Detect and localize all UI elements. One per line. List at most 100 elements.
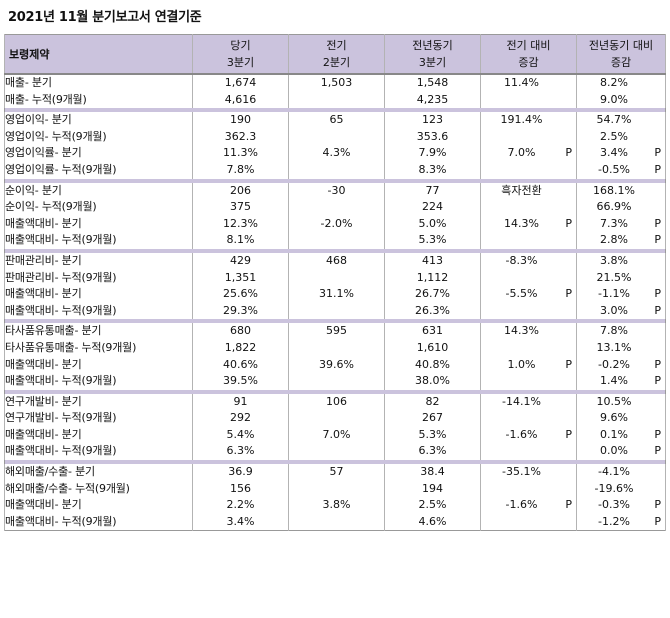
cell-current: 3.4% — [192, 513, 289, 531]
cell-qoq-change: -8.3% — [480, 252, 577, 270]
cell-yoy-change-unit: P — [654, 374, 661, 388]
row-label: 순이익- 누적(9개월) — [4, 199, 193, 216]
header-yoy-change: 전년동기 대비 증감 — [576, 34, 666, 75]
cell-current: 429 — [192, 252, 289, 270]
cell-yoy-change: 0.1% P — [576, 426, 666, 444]
cell-yoy-change-value: -1.2% — [598, 514, 630, 528]
cell-yoy-change-value: 0.1% — [600, 427, 628, 441]
cell-previous — [288, 128, 385, 146]
cell-qoq-change-unit: P — [565, 427, 572, 441]
cell-yoy-change: 3.8% — [576, 252, 666, 270]
cell-qoq-change-value: -35.1% — [502, 465, 541, 479]
group-separator — [4, 108, 666, 113]
cell-yoy-change-value: -4.1% — [598, 465, 630, 479]
cell-prior-year: 77 — [384, 182, 481, 200]
cell-qoq-change: 14.3% — [480, 323, 577, 340]
cell-yoy-change: 168.1% — [576, 182, 666, 200]
cell-current: 680 — [192, 323, 289, 340]
cell-current: 29.3% — [192, 302, 289, 320]
cell-qoq-change-unit: P — [565, 287, 572, 301]
row-label: 매출액대비- 누적(9개월) — [4, 302, 193, 320]
cell-qoq-change-value: 14.3% — [504, 324, 539, 338]
row-label: 연구개발비- 분기 — [4, 393, 193, 411]
row-label: 매출액대비- 분기 — [4, 426, 193, 444]
cell-prior-year: 2.5% — [384, 497, 481, 514]
cell-qoq-change-unit: P — [565, 146, 572, 160]
cell-yoy-change-value: 1.4% — [600, 374, 628, 388]
cell-yoy-change: 21.5% — [576, 269, 666, 287]
cell-qoq-change-value: 191.4% — [500, 113, 543, 127]
cell-yoy-change-value: 3.8% — [600, 253, 628, 267]
cell-yoy-change: 13.1% — [576, 339, 666, 357]
table-row: 매출- 분기 1,674 1,503 1,548 11.4% 8.2% — [4, 74, 666, 92]
cell-qoq-change — [480, 302, 577, 320]
cell-yoy-change: 7.3% P — [576, 215, 666, 233]
cell-current: 2.2% — [192, 497, 289, 514]
cell-current: 1,351 — [192, 269, 289, 287]
group-separator — [4, 248, 666, 253]
cell-qoq-change: -1.6% P — [480, 497, 577, 514]
table-row: 매출액대비- 분기 5.4% 7.0% 5.3% -1.6% P 0.1% P — [4, 426, 666, 444]
cell-yoy-change-unit: P — [654, 233, 661, 247]
cell-qoq-change-value: -5.5% — [505, 287, 538, 301]
cell-prior-year: 631 — [384, 323, 481, 340]
cell-yoy-change-unit: P — [654, 162, 661, 176]
cell-current: 4,616 — [192, 91, 289, 109]
header-qoq-change: 전기 대비 증감 — [480, 34, 577, 75]
table-row: 매출액대비- 분기 12.3% -2.0% 5.0% 14.3% P 7.3% P — [4, 215, 666, 233]
row-label: 타사품유통매출- 누적(9개월) — [4, 339, 193, 357]
cell-previous — [288, 339, 385, 357]
cell-qoq-change: 흑자전환 — [480, 182, 577, 200]
cell-previous — [288, 410, 385, 427]
row-label: 매출액대비- 누적(9개월) — [4, 232, 193, 249]
cell-qoq-change — [480, 480, 577, 498]
table-row: 판매관리비- 분기 429 468 413 -8.3% 3.8% — [4, 252, 666, 270]
cell-yoy-change: 10.5% — [576, 393, 666, 411]
cell-yoy-change: -19.6% — [576, 480, 666, 498]
cell-yoy-change: -0.3% P — [576, 497, 666, 514]
cell-yoy-change-value: 3.4% — [600, 146, 628, 160]
cell-previous: 3.8% — [288, 497, 385, 514]
cell-current: 11.3% — [192, 145, 289, 162]
cell-previous: 39.6% — [288, 356, 385, 374]
cell-qoq-change-value: 7.0% — [507, 146, 536, 160]
cell-yoy-change-value: -0.3% — [598, 498, 630, 512]
cell-yoy-change-value: 9.6% — [600, 411, 628, 425]
cell-prior-year: 353.6 — [384, 128, 481, 146]
cell-qoq-change: -1.6% P — [480, 426, 577, 444]
row-label: 영업이익- 분기 — [4, 112, 193, 129]
cell-previous: -30 — [288, 182, 385, 200]
cell-qoq-change-unit: P — [565, 216, 572, 230]
cell-previous — [288, 373, 385, 390]
header-previous-quarter: 전기 2분기 — [288, 34, 385, 75]
cell-current: 25.6% — [192, 286, 289, 303]
cell-qoq-change: -5.5% P — [480, 286, 577, 303]
cell-qoq-change-value: 흑자전환 — [501, 183, 542, 197]
cell-yoy-change-value: 66.9% — [596, 200, 632, 214]
cell-yoy-change-value: 2.5% — [600, 129, 628, 143]
table-row: 연구개발비- 분기 91 106 82 -14.1% 10.5% — [4, 393, 666, 411]
cell-qoq-change — [480, 128, 577, 146]
cell-current: 12.3% — [192, 215, 289, 233]
cell-previous: 106 — [288, 393, 385, 411]
cell-qoq-change — [480, 373, 577, 390]
cell-current: 7.8% — [192, 161, 289, 179]
cell-yoy-change: -4.1% — [576, 464, 666, 481]
cell-current: 39.5% — [192, 373, 289, 390]
table-header-row: 보령제약 당기 3분기 전기 2분기 전년동기 3분기 전기 대비 증감 전년동기 대비… — [4, 34, 666, 75]
cell-previous: 1,503 — [288, 74, 385, 92]
cell-yoy-change-unit: P — [654, 303, 661, 317]
cell-yoy-change-unit: P — [654, 444, 661, 458]
row-label: 매출- 누적(9개월) — [4, 91, 193, 109]
cell-previous — [288, 232, 385, 249]
row-label: 해외매출/수출- 분기 — [4, 464, 193, 481]
cell-current: 190 — [192, 112, 289, 129]
cell-qoq-change: 11.4% — [480, 74, 577, 92]
cell-qoq-change-unit: P — [565, 357, 572, 371]
cell-previous: 31.1% — [288, 286, 385, 303]
cell-qoq-change-value: -1.6% — [505, 427, 538, 441]
row-label: 매출액대비- 분기 — [4, 286, 193, 303]
cell-prior-year: 123 — [384, 112, 481, 129]
cell-previous — [288, 302, 385, 320]
cell-prior-year: 26.7% — [384, 286, 481, 303]
